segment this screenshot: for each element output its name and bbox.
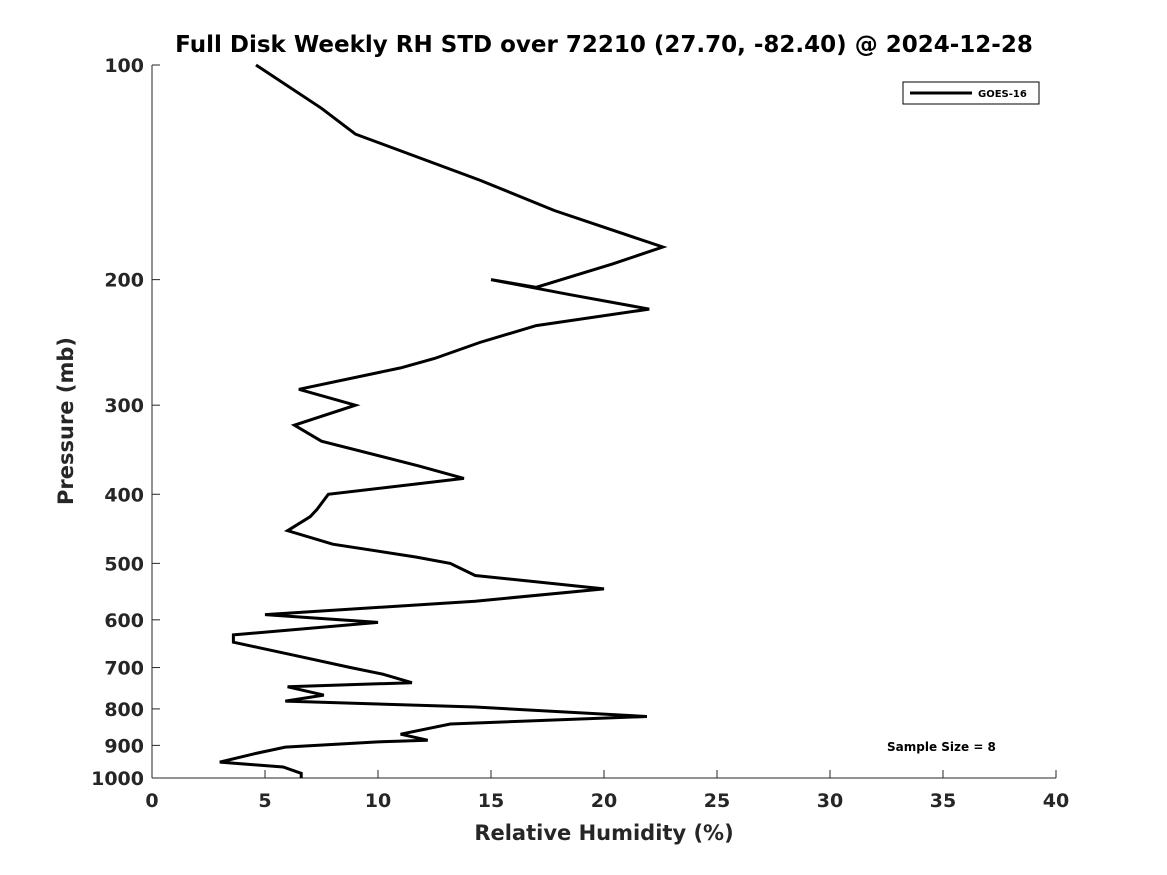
chart-title: Full Disk Weekly RH STD over 72210 (27.7… <box>175 32 1033 58</box>
x-axis-label: Relative Humidity (%) <box>474 821 733 845</box>
legend: GOES-16 <box>902 81 1040 105</box>
y-ticks: 100 200 300 400 500 600 700 800 900 1000 <box>91 55 160 790</box>
y-tick-label: 500 <box>104 553 144 575</box>
x-tick-label: 30 <box>817 790 843 812</box>
y-tick-label: 300 <box>104 395 144 417</box>
y-tick-label: 1000 <box>91 768 144 790</box>
legend-label-goes-16: GOES-16 <box>978 89 1027 100</box>
y-tick-label: 200 <box>104 270 144 292</box>
x-tick-label: 5 <box>258 790 271 812</box>
sample-size-annotation: Sample Size = 8 <box>887 740 996 754</box>
x-tick-label: 10 <box>365 790 391 812</box>
y-tick-label: 800 <box>104 699 144 721</box>
y-tick-label: 100 <box>104 55 144 77</box>
x-tick-label: 25 <box>704 790 730 812</box>
plot-area <box>152 65 1056 778</box>
y-axis-label: Pressure (mb) <box>54 337 78 505</box>
y-tick-label: 700 <box>104 658 144 680</box>
x-tick-label: 15 <box>478 790 504 812</box>
x-tick-label: 20 <box>591 790 617 812</box>
y-tick-label: 900 <box>104 735 144 757</box>
x-tick-label: 40 <box>1043 790 1069 812</box>
x-ticks: 0 5 10 15 20 25 30 35 40 <box>145 770 1069 812</box>
series-line-goes-16 <box>219 63 668 778</box>
y-tick-label: 400 <box>104 484 144 506</box>
x-tick-label: 0 <box>145 790 158 812</box>
y-tick-label: 600 <box>104 610 144 632</box>
x-tick-label: 35 <box>930 790 956 812</box>
